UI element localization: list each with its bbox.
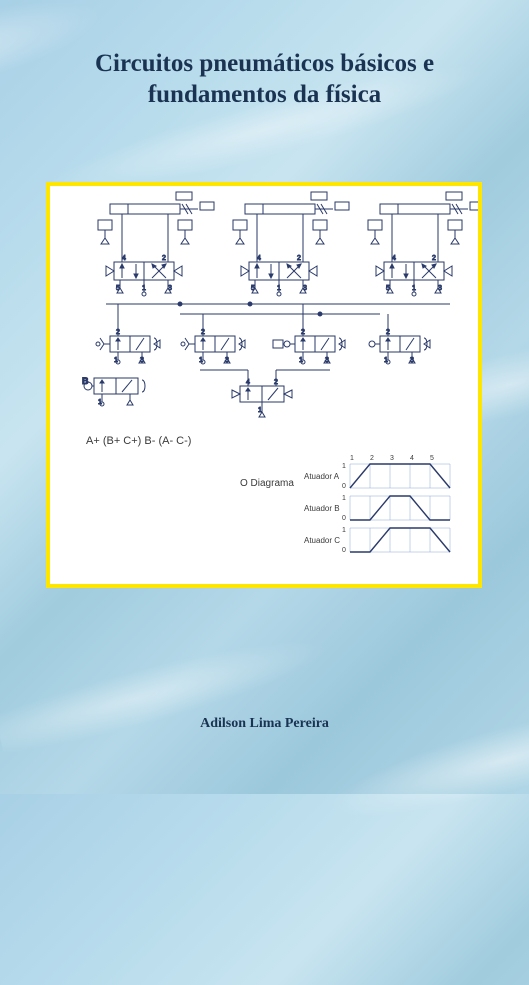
svg-text:2: 2 [370,455,374,462]
svg-text:Atuador A: Atuador A [304,472,340,481]
diagram-frame: 4 2 5 1 3 [46,182,482,588]
svg-text:1: 1 [342,527,346,534]
svg-text:0: 0 [342,483,346,490]
svg-text:0: 0 [342,515,346,522]
cover-title: Circuitos pneumáticos básicos e fundamen… [0,48,529,111]
svg-text:B: B [82,376,89,386]
title-line-1: Circuitos pneumáticos básicos e [95,50,434,77]
svg-text:Atuador C: Atuador C [304,536,340,545]
svg-text:Atuador B: Atuador B [304,504,340,513]
svg-text:0: 0 [342,547,346,554]
sequence-formula: A+ (B+ C+) B- (A- C-) [86,435,191,447]
svg-text:4: 4 [122,255,126,262]
svg-text:4: 4 [410,455,414,462]
pneumatic-circuit-diagram: 4 2 5 1 3 [50,186,478,584]
author-name: Adilson Lima Pereira [0,716,529,732]
svg-text:2: 2 [162,255,166,262]
svg-text:2: 2 [432,255,436,262]
svg-text:4: 4 [392,255,396,262]
svg-text:3: 3 [390,455,394,462]
title-line-2: fundamentos da física [148,81,381,108]
svg-text:4: 4 [257,255,261,262]
svg-text:1: 1 [342,463,346,470]
svg-text:1: 1 [342,495,346,502]
svg-text:2: 2 [297,255,301,262]
svg-text:5: 5 [430,455,434,462]
chart-caption: O Diagrama [240,478,294,489]
svg-text:1: 1 [350,455,354,462]
